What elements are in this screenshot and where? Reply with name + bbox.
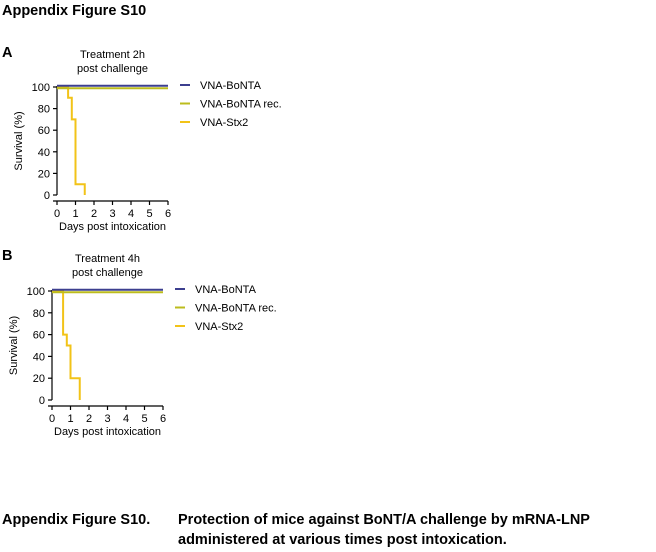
figure-caption: Appendix Figure S10. Protection of mice a… bbox=[2, 510, 590, 550]
chart-title-line-2: post challenge bbox=[77, 63, 148, 75]
x-tick-label: 0 bbox=[49, 413, 55, 425]
figure-title: Appendix Figure S10 bbox=[2, 3, 147, 19]
x-tick-label: 3 bbox=[109, 208, 115, 220]
y-axis-label: Survival (%) bbox=[13, 111, 25, 170]
x-tick-label: 5 bbox=[141, 413, 147, 425]
chart-title-line-1: Treatment 2h bbox=[80, 49, 145, 61]
series-line-vna-stx2 bbox=[57, 86, 86, 195]
y-tick-label: 80 bbox=[33, 308, 45, 320]
chart-title-line-1: Treatment 4h bbox=[75, 253, 140, 265]
x-tick-label: 4 bbox=[123, 413, 129, 425]
y-tick-label: 40 bbox=[33, 351, 45, 363]
y-tick-label: 60 bbox=[38, 125, 50, 137]
y-axis-label: Survival (%) bbox=[8, 316, 20, 375]
caption-label: Appendix Figure S10. bbox=[2, 512, 151, 528]
legend-label: VNA-BoNTA bbox=[195, 284, 257, 296]
y-tick-label: 20 bbox=[33, 373, 45, 385]
x-tick-label: 6 bbox=[160, 413, 166, 425]
x-tick-label: 1 bbox=[72, 208, 78, 220]
y-tick-label: 40 bbox=[38, 147, 50, 159]
x-tick-label: 2 bbox=[86, 413, 92, 425]
y-tick-label: 0 bbox=[44, 190, 50, 202]
y-tick-label: 100 bbox=[32, 82, 50, 94]
caption-line-1: Protection of mice against BoNT/A challe… bbox=[178, 512, 590, 528]
y-tick-label: 100 bbox=[27, 286, 45, 298]
panel-label-b: B bbox=[2, 248, 13, 264]
y-tick-label: 20 bbox=[38, 168, 50, 180]
x-axis-label: Days post intoxication bbox=[54, 426, 161, 438]
y-tick-label: 80 bbox=[38, 104, 50, 116]
legend-label: VNA-BoNTA rec. bbox=[200, 99, 282, 111]
legend-label: VNA-Stx2 bbox=[195, 321, 243, 333]
x-tick-label: 6 bbox=[165, 208, 171, 220]
legend-label: VNA-BoNTA bbox=[200, 80, 262, 92]
panel-label-a: A bbox=[2, 45, 13, 61]
x-tick-label: 1 bbox=[67, 413, 73, 425]
legend-label: VNA-BoNTA rec. bbox=[195, 303, 277, 315]
chart-title-line-2: post challenge bbox=[72, 267, 143, 279]
x-tick-label: 2 bbox=[91, 208, 97, 220]
x-axis-label: Days post intoxication bbox=[59, 221, 166, 233]
x-tick-label: 0 bbox=[54, 208, 60, 220]
y-tick-label: 0 bbox=[39, 395, 45, 407]
x-tick-label: 4 bbox=[128, 208, 134, 220]
series-line-vna-stx2 bbox=[52, 290, 81, 400]
x-tick-label: 3 bbox=[104, 413, 110, 425]
y-tick-label: 60 bbox=[33, 330, 45, 342]
x-tick-label: 5 bbox=[146, 208, 152, 220]
caption-line-2: administered at various times post intox… bbox=[178, 532, 507, 548]
legend-label: VNA-Stx2 bbox=[200, 117, 248, 129]
